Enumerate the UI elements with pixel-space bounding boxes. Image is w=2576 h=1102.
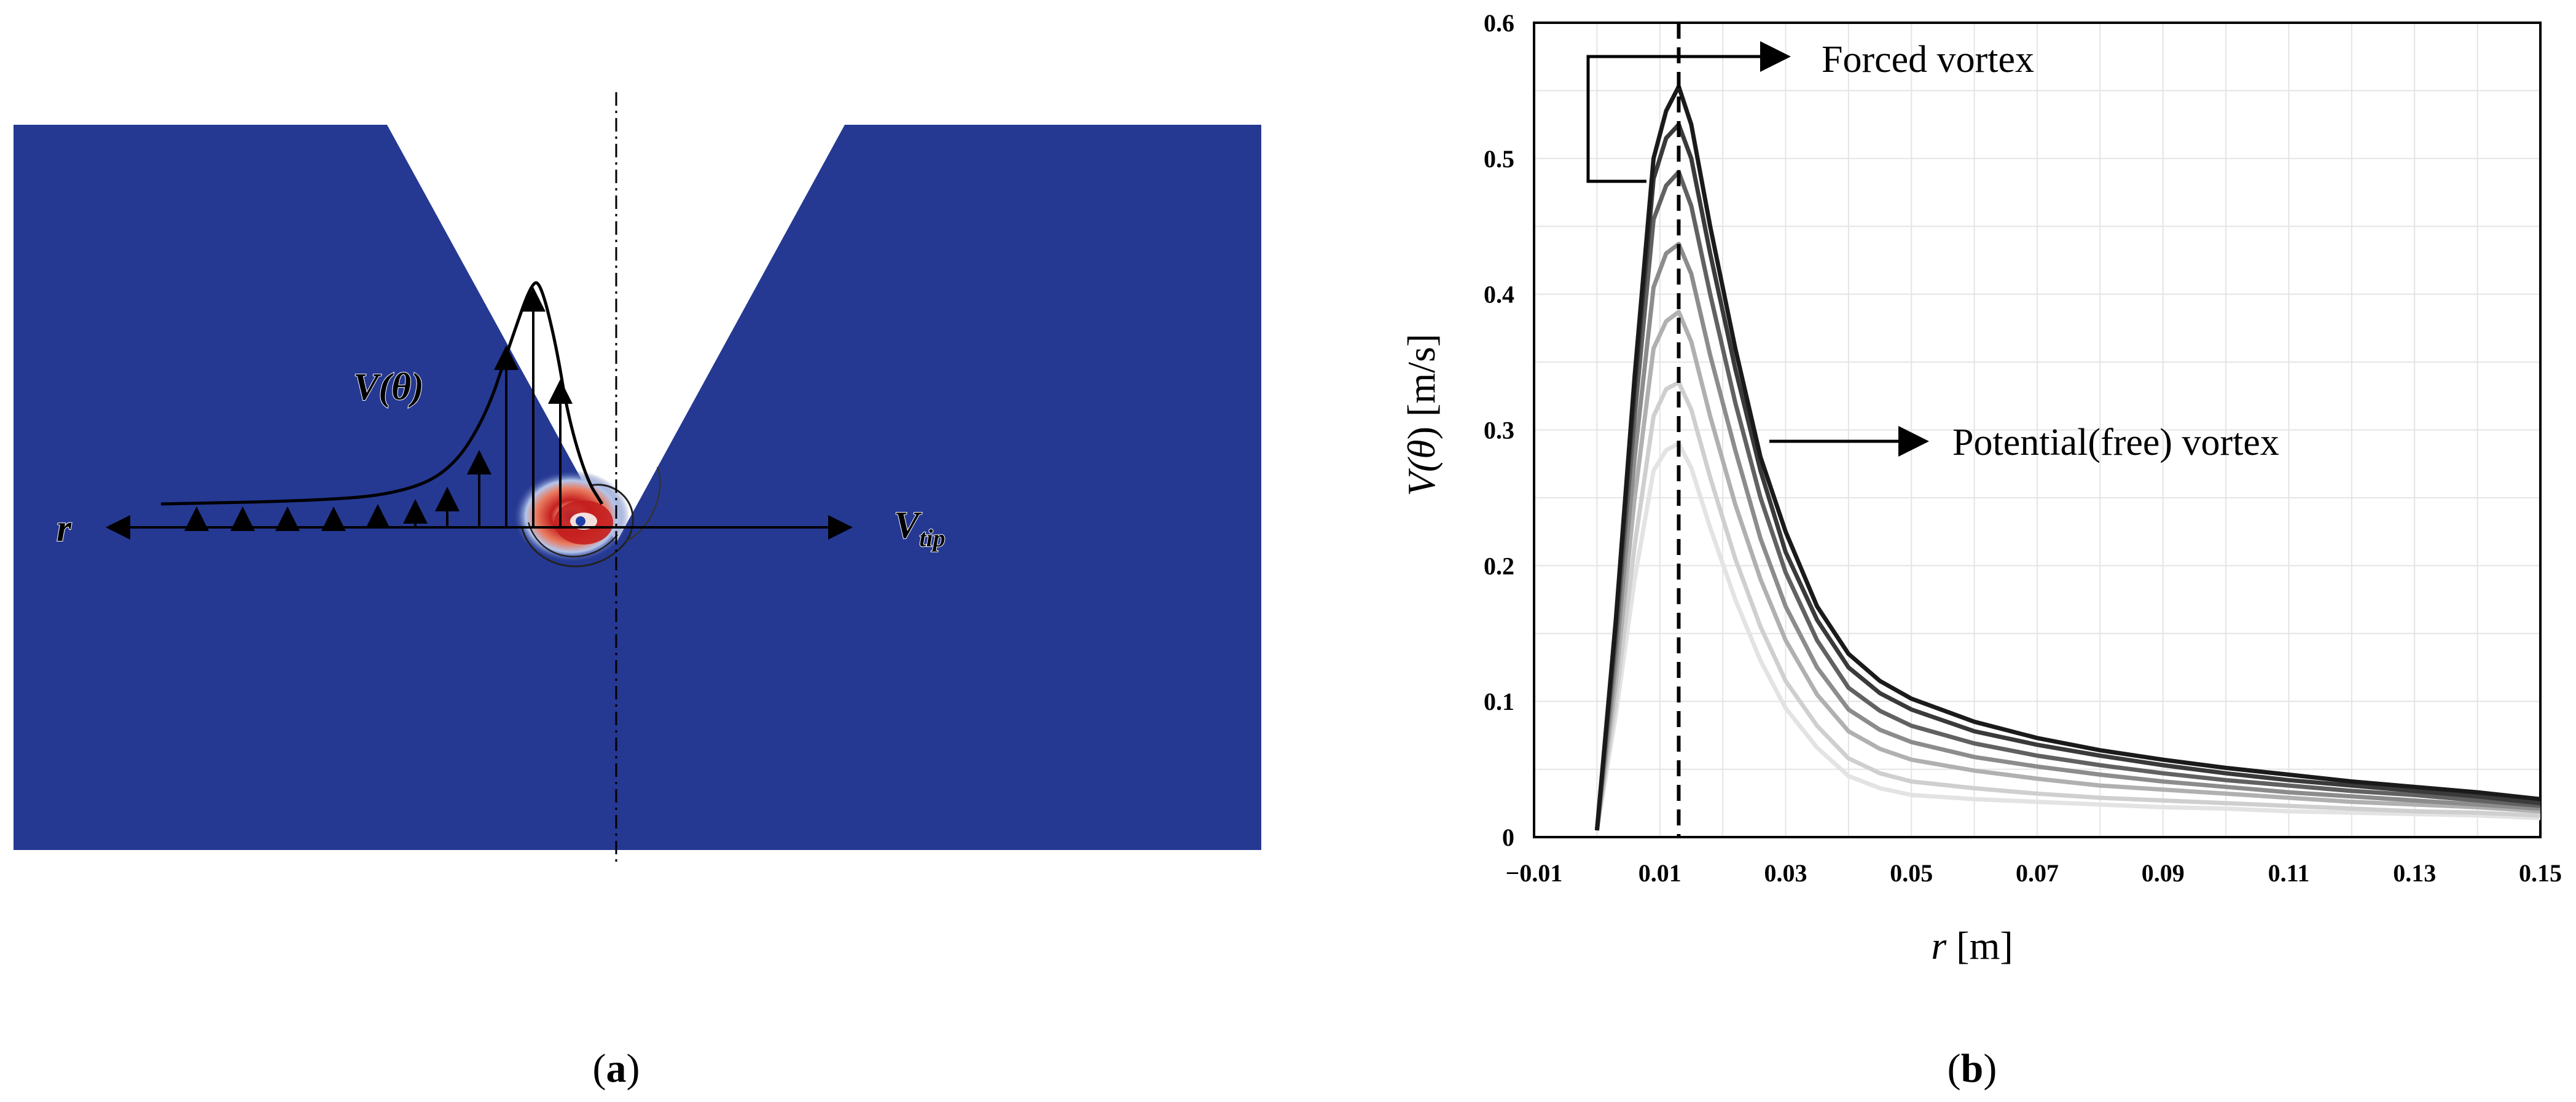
tip-velocity-annotation: Vtip	[894, 505, 945, 552]
x-tick-label: 0.07	[2016, 859, 2059, 887]
panel-a-letter: a	[606, 1046, 627, 1091]
x-axis-var: r	[1931, 924, 1947, 967]
tip-velocity-sub: tip	[919, 524, 945, 552]
forced-vortex-bracket	[1586, 41, 1791, 183]
velocity-annotation-theta: θ	[391, 366, 411, 408]
panel-b-label: (b)	[1948, 1046, 1997, 1091]
panel-a-simulation-view: V(θ) r Vtip (a)	[14, 92, 1261, 1091]
x-tick-label: 0.05	[1890, 859, 1933, 887]
velocity-series-line-7	[1594, 441, 2541, 831]
plot-frame	[1533, 22, 2542, 838]
y-tick-label: 0.1	[1484, 688, 1514, 715]
x-tick-label: 0.01	[1638, 859, 1681, 887]
tip-velocity-base: V	[894, 505, 922, 546]
velocity-profile-curve	[160, 281, 604, 506]
velocity-series-line-4	[1594, 242, 2541, 831]
chart-series-layer	[1594, 84, 2541, 831]
y-tick-label: 0.6	[1484, 9, 1514, 37]
x-axis-unit: [m]	[1946, 924, 2013, 967]
radius-annotation: r	[57, 508, 72, 549]
x-tick-label: 0.09	[2142, 859, 2185, 887]
potential-vortex-label: Potential(free) vortex	[1952, 422, 2279, 463]
y-tick-labels: 0 0.1 0.2 0.3 0.4 0.5 0.6	[1484, 9, 1514, 851]
blade-tip-contour-field	[14, 125, 1261, 850]
x-axis-title: r [m]	[1931, 924, 2013, 967]
x-tick-label: 0.15	[2519, 859, 2562, 887]
vortex-core-blob	[513, 466, 661, 567]
panel-b-letter: b	[1961, 1046, 1984, 1091]
x-tick-label: −0.01	[1506, 859, 1563, 887]
panel-b-velocity-chart: −0.01 0.01 0.03 0.05 0.07 0.09 0.11 0.13 0.15 00…	[1400, 9, 2562, 1091]
velocity-series-line-1	[1594, 84, 2541, 831]
velocity-annotation: V(θ)	[353, 366, 424, 408]
forced-vortex-label: Forced vortex	[1822, 39, 2034, 81]
y-axis-unit: ) [m/s]	[1400, 334, 1443, 439]
velocity-annotation-base: V(	[353, 366, 394, 408]
y-tick-label: 0.2	[1484, 552, 1514, 580]
panel-a-label: (a)	[593, 1046, 640, 1091]
y-tick-label: 0.3	[1484, 417, 1514, 444]
y-tick-label: 0	[1502, 824, 1514, 851]
y-tick-label: 0.4	[1484, 281, 1514, 309]
x-tick-label: 0.13	[2393, 859, 2436, 887]
velocity-series-line-6	[1594, 380, 2541, 831]
velocity-series-line-5	[1594, 309, 2541, 831]
y-axis-var: V(	[1400, 457, 1443, 496]
x-tick-label: 0.03	[1764, 859, 1807, 887]
velocity-profile-arrows	[184, 287, 573, 531]
y-axis-title: V(θ) [m/s]	[1400, 334, 1443, 496]
x-tick-labels: −0.01 0.01 0.03 0.05 0.07 0.09 0.11 0.13 0.15	[1506, 859, 2562, 887]
x-tick-label: 0.11	[2268, 859, 2310, 887]
velocity-series-line-2	[1594, 122, 2541, 831]
y-tick-label: 0.5	[1484, 145, 1514, 173]
velocity-series-line-3	[1594, 170, 2541, 831]
y-axis-theta: θ	[1400, 439, 1443, 459]
